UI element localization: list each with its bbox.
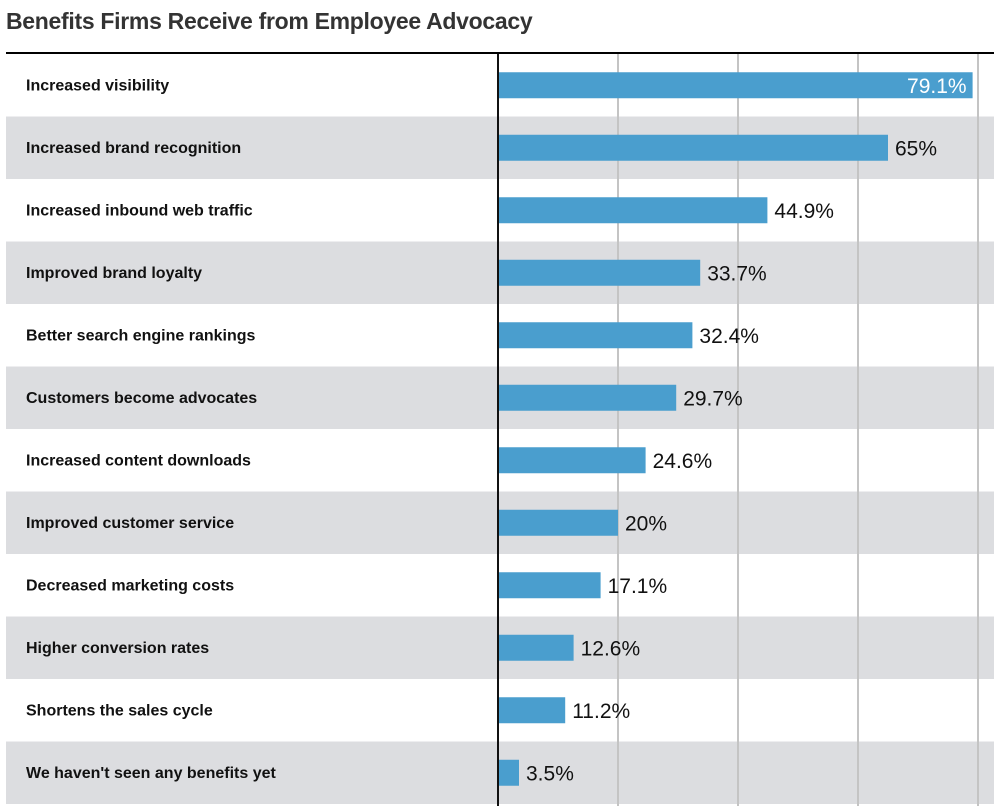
bar — [498, 197, 768, 224]
category-label: We haven't seen any benefits yet — [26, 765, 276, 782]
bar — [498, 72, 973, 99]
value-label: 11.2% — [572, 700, 630, 723]
value-label: 24.6% — [653, 450, 713, 473]
bar — [498, 322, 693, 349]
value-label: 29.7% — [683, 387, 743, 410]
category-label: Increased visibility — [26, 77, 169, 94]
value-label: 79.1% — [907, 75, 967, 98]
value-label: 32.4% — [699, 325, 759, 348]
value-label: 20% — [625, 512, 667, 535]
chart-svg: Increased visibility 79.1% Increased brand… — [6, 54, 994, 806]
bar-chart: Increased visibility 79.1% Increased brand… — [0, 54, 994, 806]
title-rule — [6, 52, 994, 54]
value-label: 17.1% — [608, 575, 668, 598]
bar — [498, 447, 646, 474]
bar — [498, 572, 601, 599]
value-label: 65% — [895, 137, 937, 160]
bar — [498, 259, 701, 286]
value-label: 44.9% — [774, 200, 834, 223]
bar — [498, 134, 888, 161]
bar — [498, 509, 618, 536]
category-label: Improved brand loyalty — [26, 265, 202, 282]
value-label: 3.5% — [526, 762, 574, 785]
category-label: Shortens the sales cycle — [26, 702, 213, 719]
category-label: Increased inbound web traffic — [26, 202, 253, 219]
category-label: Increased content downloads — [26, 452, 251, 469]
bar — [498, 634, 574, 661]
category-label: Higher conversion rates — [26, 640, 209, 657]
category-label: Improved customer service — [26, 515, 234, 532]
category-label: Increased brand recognition — [26, 140, 241, 157]
value-label: 33.7% — [707, 262, 767, 285]
category-label: Customers become advocates — [26, 390, 257, 407]
value-label: 12.6% — [581, 637, 641, 660]
bar — [498, 759, 519, 786]
bar — [498, 384, 677, 411]
category-label: Better search engine rankings — [26, 327, 256, 344]
chart-title: Benefits Firms Receive from Employee Adv… — [6, 8, 533, 34]
category-label: Decreased marketing costs — [26, 577, 234, 594]
bar — [498, 697, 566, 724]
